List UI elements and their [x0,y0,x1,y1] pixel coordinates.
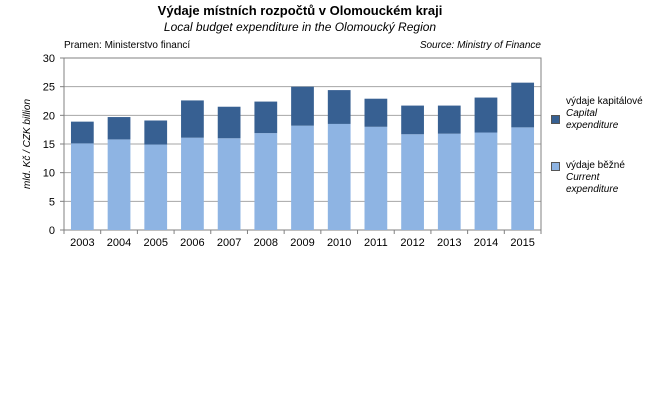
bar-capital-2014 [474,97,498,133]
bar-capital-2011 [364,98,388,127]
bar-capital-2007 [217,106,241,139]
bar-current-2015 [511,127,535,230]
y-tick-label: 5 [49,196,55,208]
bar-capital-2008 [254,101,278,134]
source-english: Source: Ministry of Finance [419,40,541,51]
bar-capital-2015 [511,82,535,128]
x-tick-label: 2008 [254,237,278,249]
legend-current-cz: výdaje běžné [566,160,625,171]
bar-capital-2005 [144,120,168,145]
x-tick-label: 2009 [290,237,314,249]
x-tick-label: 2007 [217,237,241,249]
chart-subtitle: Local budget expenditure in the Olomouck… [163,20,437,34]
bar-current-2013 [437,133,461,230]
bar-capital-2004 [107,117,131,140]
x-tick-label: 2004 [107,237,131,249]
bar-current-2005 [144,144,168,230]
bar-current-2010 [327,123,351,230]
bar-capital-2012 [401,105,424,135]
bar-current-2012 [401,134,424,230]
bar-current-2014 [474,132,498,230]
x-tick-label: 2005 [143,237,167,249]
y-tick-label: 30 [43,53,55,65]
y-tick-label: 20 [43,110,55,122]
y-tick-label: 0 [49,225,55,237]
legend-capital-en: Capital expenditure [566,108,619,131]
bar-capital-2010 [327,90,351,124]
legend-label-current: výdaje běžné Current expenditure [566,160,645,196]
chart-title: Výdaje místních rozpočtů v Olomouckém kr… [157,3,443,18]
bar-current-2003 [70,143,94,230]
bar-current-2011 [364,126,388,230]
bar-capital-2006 [181,100,204,138]
x-tick-label: 2012 [400,237,424,249]
bar-current-2006 [181,137,204,230]
x-tick-label: 2014 [474,237,498,249]
x-tick-label: 2010 [327,237,351,249]
bar-capital-2003 [70,121,94,144]
bar-current-2008 [254,133,278,230]
y-tick-label: 15 [43,139,55,151]
x-tick-label: 2006 [180,237,204,249]
x-tick-label: 2015 [510,237,534,249]
legend-capital-cz: výdaje kapitálové [566,96,643,107]
legend-label-capital: výdaje kapitálové Capital expenditure [566,96,645,132]
bar-current-2009 [291,125,314,230]
x-tick-label: 2003 [70,237,94,249]
x-tick-label: 2013 [437,237,461,249]
bar-current-2004 [107,139,131,230]
x-tick-label: 2011 [364,237,388,249]
legend-current-en: Current expenditure [566,172,619,195]
source-czech: Pramen: Ministerstvo financí [64,40,191,51]
y-tick-label: 10 [43,168,55,180]
bar-capital-2013 [437,105,461,134]
bar-capital-2009 [291,86,314,126]
legend-swatch-current [551,162,560,171]
y-tick-label: 25 [43,82,55,94]
legend-swatch-capital [551,115,560,124]
y-axis-label: mld. Kč / CZK billion [22,99,33,189]
bar-current-2007 [217,138,241,230]
